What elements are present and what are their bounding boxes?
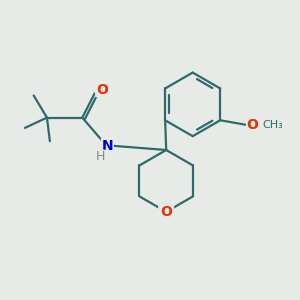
- Text: O: O: [160, 205, 172, 219]
- Text: N: N: [101, 139, 113, 153]
- Text: CH₃: CH₃: [262, 120, 283, 130]
- Text: H: H: [96, 150, 106, 163]
- Text: O: O: [247, 118, 259, 132]
- Text: O: O: [96, 82, 108, 97]
